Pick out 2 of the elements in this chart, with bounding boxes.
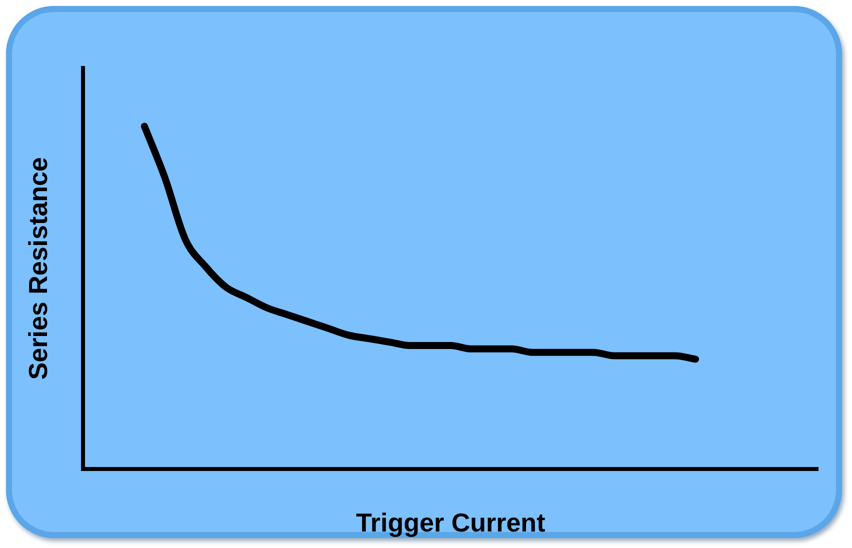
y-axis-title: Series Resistance [22, 157, 53, 380]
x-axis-title: Trigger Current [356, 508, 546, 538]
